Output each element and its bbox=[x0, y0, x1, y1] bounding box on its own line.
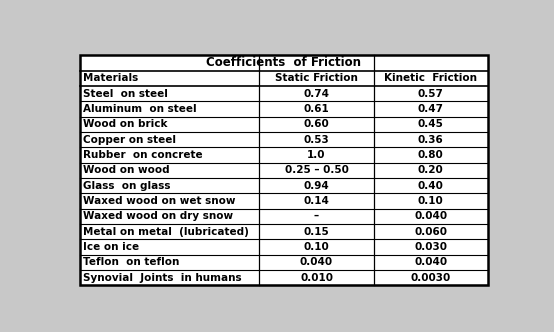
Text: 1.0: 1.0 bbox=[307, 150, 326, 160]
Text: Coefficients  of Friction: Coefficients of Friction bbox=[207, 56, 361, 69]
Text: 0.010: 0.010 bbox=[300, 273, 333, 283]
Text: 0.47: 0.47 bbox=[418, 104, 444, 114]
Text: 0.14: 0.14 bbox=[304, 196, 330, 206]
Text: Synovial  Joints  in humans: Synovial Joints in humans bbox=[83, 273, 242, 283]
Text: Ice on ice: Ice on ice bbox=[83, 242, 140, 252]
Text: 0.53: 0.53 bbox=[304, 134, 330, 144]
Text: Static Friction: Static Friction bbox=[275, 73, 358, 83]
Text: Materials: Materials bbox=[83, 73, 138, 83]
Text: Copper on steel: Copper on steel bbox=[83, 134, 176, 144]
Text: 0.060: 0.060 bbox=[414, 226, 447, 237]
Text: 0.10: 0.10 bbox=[418, 196, 444, 206]
Text: 0.040: 0.040 bbox=[414, 211, 447, 221]
Text: 0.10: 0.10 bbox=[304, 242, 330, 252]
Text: 0.0030: 0.0030 bbox=[411, 273, 451, 283]
Text: 0.040: 0.040 bbox=[300, 257, 333, 267]
Text: Rubber  on concrete: Rubber on concrete bbox=[83, 150, 203, 160]
Text: 0.94: 0.94 bbox=[304, 181, 330, 191]
Text: Wood on wood: Wood on wood bbox=[83, 165, 170, 175]
Text: Waxed wood on wet snow: Waxed wood on wet snow bbox=[83, 196, 236, 206]
Text: Wood on brick: Wood on brick bbox=[83, 119, 168, 129]
Text: 0.40: 0.40 bbox=[418, 181, 444, 191]
Text: 0.36: 0.36 bbox=[418, 134, 444, 144]
Bar bbox=[80, 55, 488, 285]
Text: Steel  on steel: Steel on steel bbox=[83, 89, 168, 99]
Text: Teflon  on teflon: Teflon on teflon bbox=[83, 257, 179, 267]
Text: 0.61: 0.61 bbox=[304, 104, 330, 114]
Text: 0.20: 0.20 bbox=[418, 165, 444, 175]
Text: –: – bbox=[314, 211, 319, 221]
Text: Metal on metal  (lubricated): Metal on metal (lubricated) bbox=[83, 226, 249, 237]
Text: Waxed wood on dry snow: Waxed wood on dry snow bbox=[83, 211, 233, 221]
Text: Aluminum  on steel: Aluminum on steel bbox=[83, 104, 197, 114]
Text: Kinetic  Friction: Kinetic Friction bbox=[384, 73, 477, 83]
Text: 0.60: 0.60 bbox=[304, 119, 330, 129]
Text: 0.030: 0.030 bbox=[414, 242, 447, 252]
Text: 0.80: 0.80 bbox=[418, 150, 444, 160]
Text: Glass  on glass: Glass on glass bbox=[83, 181, 171, 191]
Text: 0.45: 0.45 bbox=[418, 119, 444, 129]
Text: 0.25 – 0.50: 0.25 – 0.50 bbox=[285, 165, 348, 175]
Text: 0.57: 0.57 bbox=[418, 89, 444, 99]
Text: 0.74: 0.74 bbox=[304, 89, 330, 99]
Text: 0.040: 0.040 bbox=[414, 257, 447, 267]
Text: 0.15: 0.15 bbox=[304, 226, 330, 237]
